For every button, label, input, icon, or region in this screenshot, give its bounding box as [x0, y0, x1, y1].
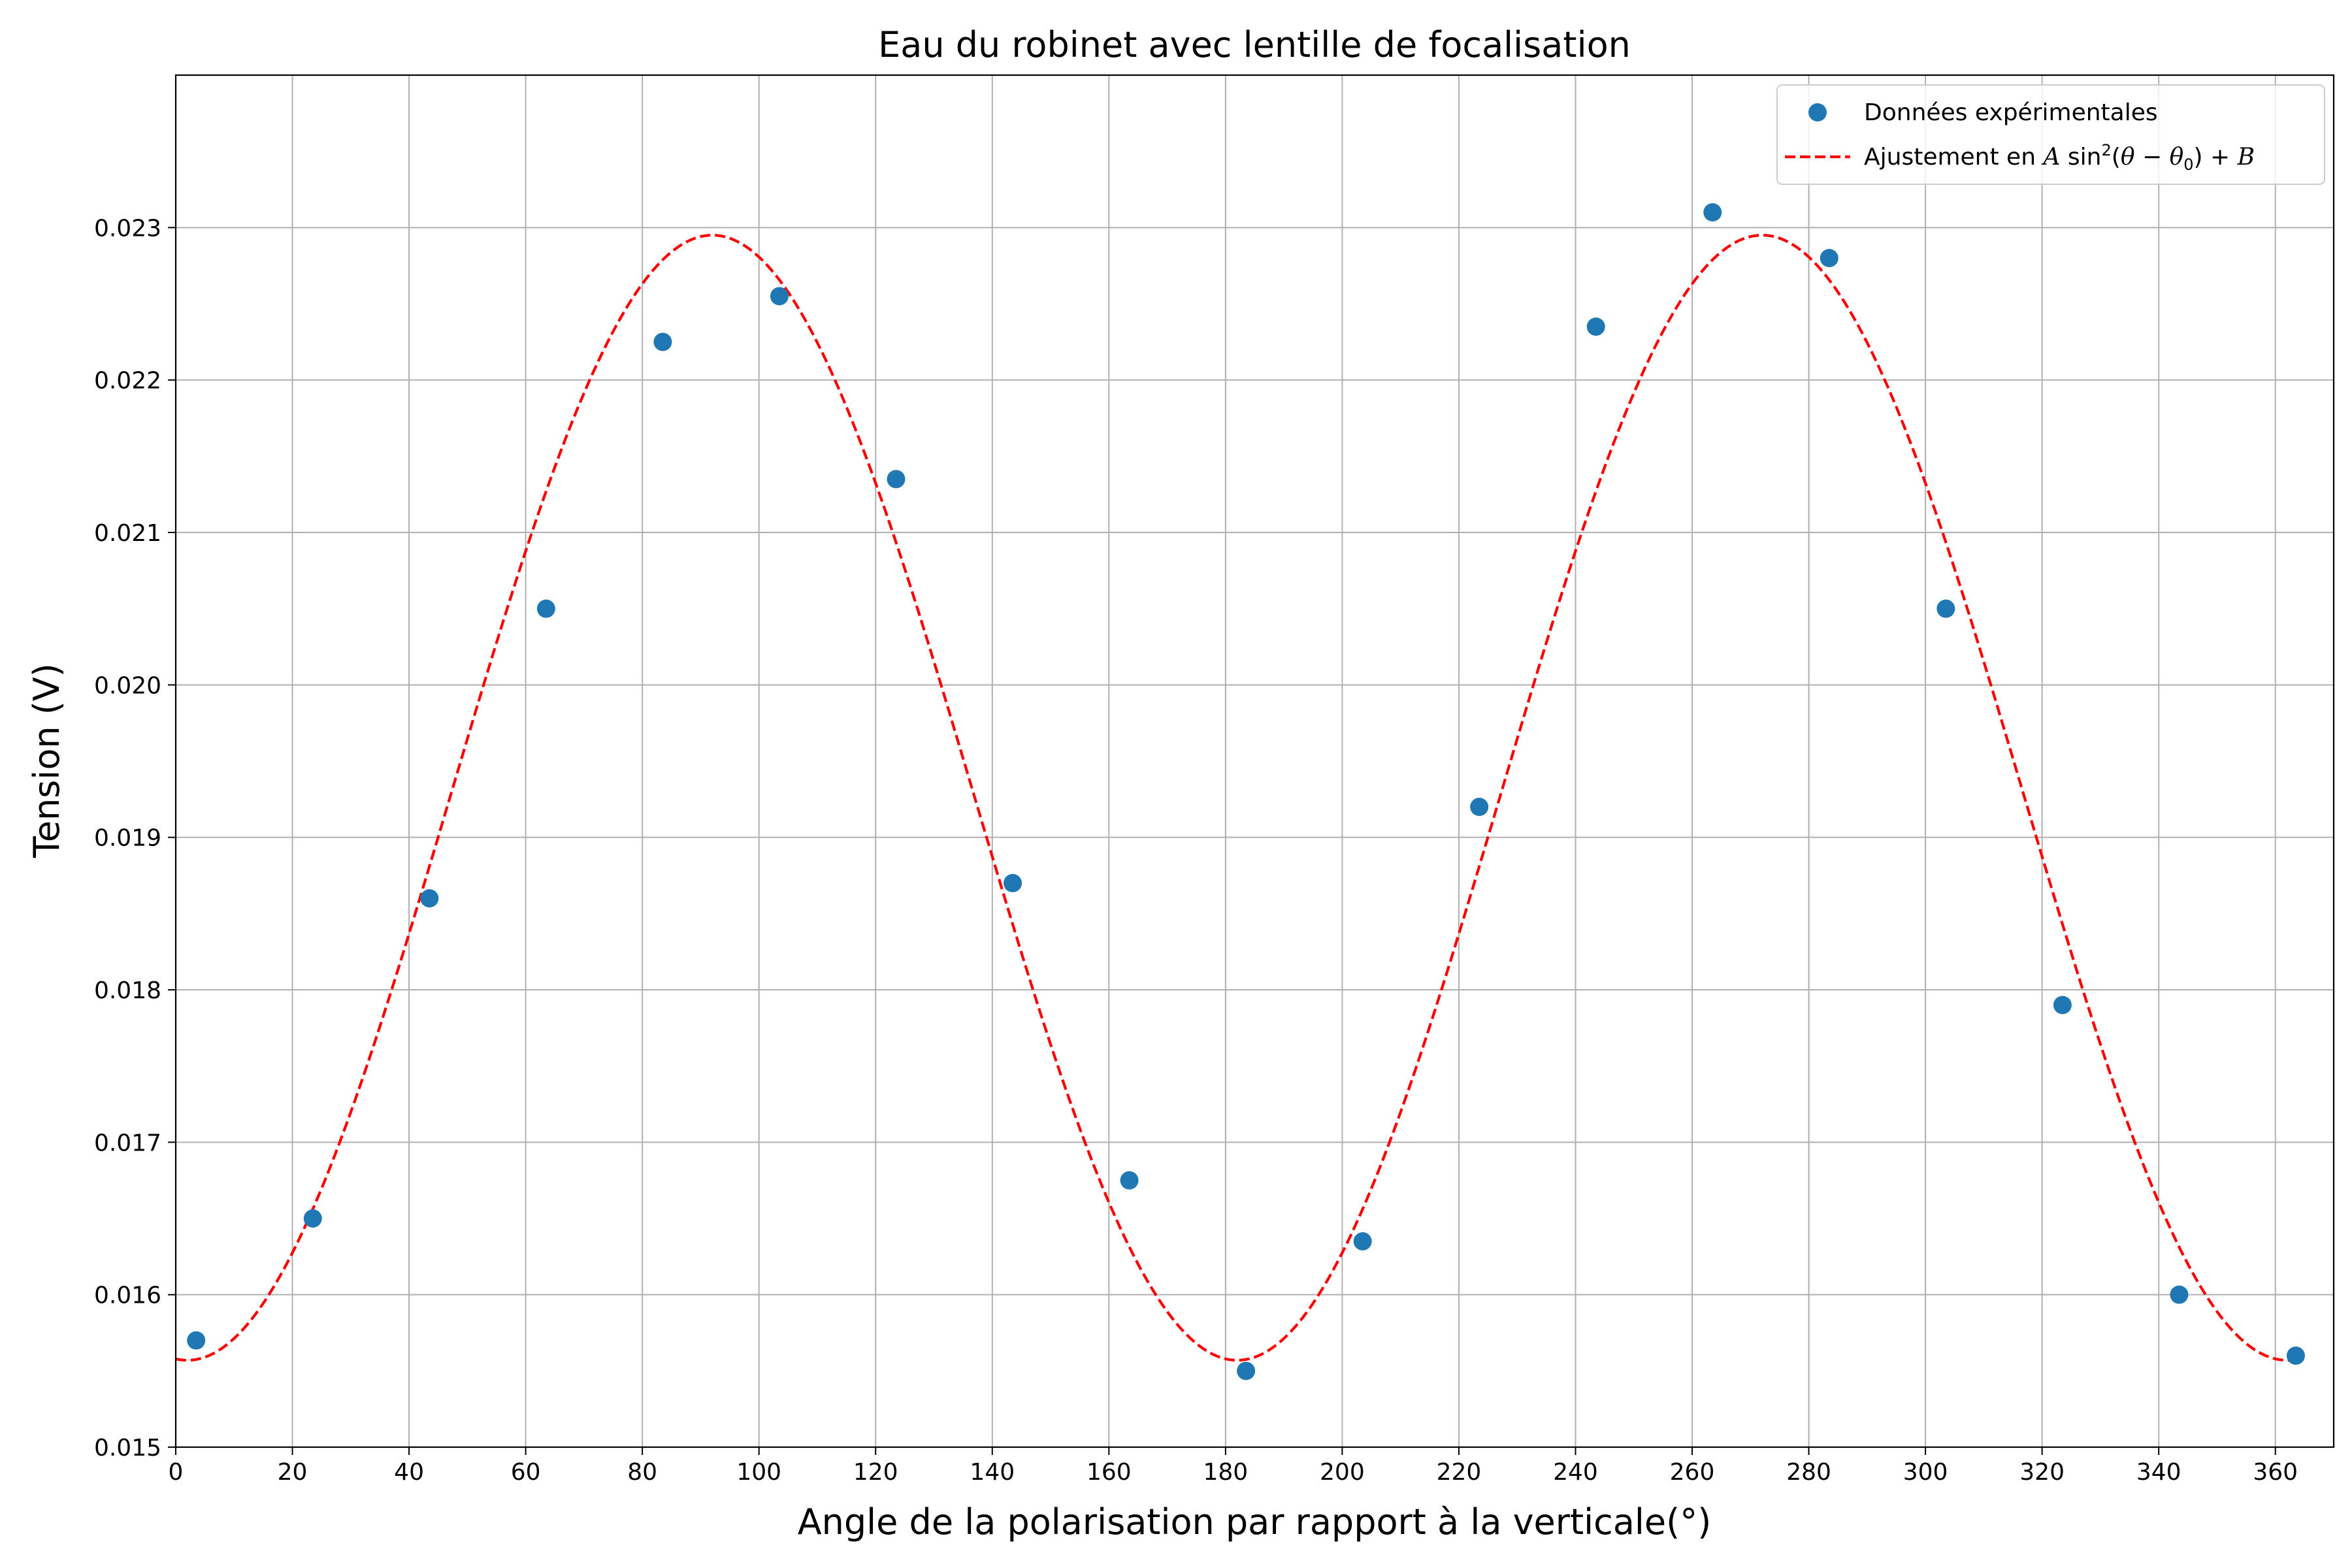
axis-ticks: 0 20 40 60 80 100 120 140 160 180 200 220 240 260 280 3…: [94, 215, 2298, 1486]
data-point: [653, 333, 672, 351]
data-point: [420, 889, 439, 907]
x-tick-label: 240: [1553, 1459, 1598, 1486]
x-tick-label: 300: [1903, 1459, 1948, 1486]
data-point: [1237, 1362, 1256, 1380]
grid: [175, 75, 2334, 1448]
x-tick-label: 360: [2253, 1459, 2298, 1486]
x-tick-label: 280: [1786, 1459, 1831, 1486]
data-point: [187, 1331, 206, 1350]
y-tick-label: 0.019: [94, 825, 161, 852]
y-tick-label: 0.016: [94, 1282, 161, 1309]
data-point: [1936, 599, 1955, 618]
fit-curve-layer: [175, 233, 2296, 1362]
data-point: [1703, 203, 1722, 221]
x-tick-label: 120: [853, 1459, 898, 1486]
x-tick-label: 0: [169, 1459, 184, 1486]
y-tick-label: 0.021: [94, 520, 161, 547]
x-tick-label: 340: [2136, 1459, 2181, 1486]
data-point: [1353, 1232, 1372, 1250]
y-tick-label: 0.022: [94, 368, 161, 395]
legend-label-experimental: Données expérimentales: [1864, 99, 2158, 126]
data-point: [1120, 1171, 1139, 1190]
x-tick-label: 160: [1086, 1459, 1132, 1486]
plot-frame: [174, 74, 2335, 1448]
fit-curve: [175, 233, 2296, 1362]
x-tick-label: 60: [511, 1459, 541, 1486]
data-point: [887, 470, 906, 489]
data-points-layer: [187, 203, 2305, 1380]
x-tick-label: 180: [1203, 1459, 1249, 1486]
data-point: [536, 599, 555, 618]
legend-label-fit: Ajustement en A sin2(θ − θ0) + B: [1864, 141, 2255, 174]
x-tick-label: 100: [736, 1459, 781, 1486]
x-tick-label: 40: [394, 1459, 424, 1486]
data-point: [770, 287, 789, 306]
data-point: [2286, 1347, 2305, 1365]
data-point: [2053, 996, 2072, 1015]
data-point: [303, 1209, 322, 1228]
x-tick-label: 260: [1670, 1459, 1715, 1486]
y-tick-label: 0.017: [94, 1130, 161, 1156]
legend-marker-experimental: [1808, 103, 1827, 122]
x-tick-label: 140: [970, 1459, 1015, 1486]
y-tick-label: 0.018: [94, 977, 161, 1004]
data-point: [1586, 318, 1605, 336]
x-axis-label: Angle de la polarisation par rapport à l…: [798, 1501, 1712, 1543]
legend-box: [1776, 84, 2325, 185]
y-axis-label: Tension (V): [26, 663, 67, 858]
data-point: [1820, 249, 1838, 267]
data-point: [1470, 798, 1489, 816]
x-tick-label: 200: [1320, 1459, 1365, 1486]
data-point: [2170, 1285, 2189, 1304]
y-tick-label: 0.015: [94, 1435, 161, 1462]
x-tick-label: 220: [1437, 1459, 1482, 1486]
x-tick-label: 20: [278, 1459, 308, 1486]
y-tick-label: 0.023: [94, 215, 161, 242]
chart-title: Eau du robinet avec lentille de focalisa…: [878, 24, 1631, 65]
data-point: [1004, 874, 1022, 892]
x-tick-label: 320: [2019, 1459, 2065, 1486]
x-tick-label: 80: [627, 1459, 657, 1486]
legend: Données expérimentales Ajustement en A s…: [1776, 84, 2325, 185]
y-tick-label: 0.020: [94, 672, 161, 699]
